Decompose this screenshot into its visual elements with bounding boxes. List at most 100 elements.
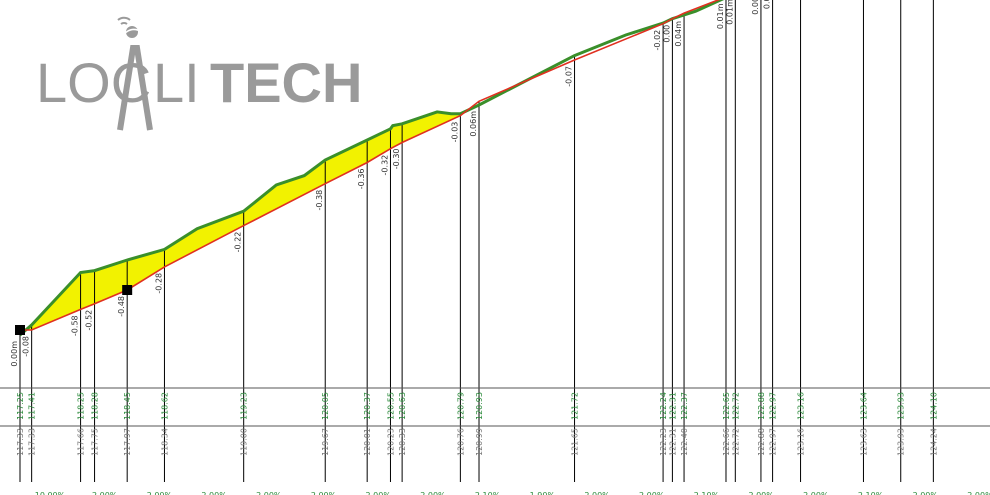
ground-elevation-label: 123.64 (859, 392, 868, 420)
design-elevation-label: 124.24 (929, 428, 938, 456)
ground-elevation-label: 122.24 (659, 392, 668, 420)
ground-elevation-label: 118.28 (91, 392, 100, 420)
satellite-icon (117, 16, 143, 38)
design-elevation-label: 117.97 (123, 428, 132, 456)
ground-elevation-label: 123.16 (797, 392, 806, 420)
slope-label: 2.00% (967, 491, 990, 495)
design-elevation-label: 121.65 (571, 428, 580, 456)
design-elevation-label: 123.16 (797, 428, 806, 456)
difference-labels: 0.00m -0.08-0.58 -0.52-0.48-0.28-0.22-0.38… (10, 0, 772, 367)
ground-elevation-label: 117.41 (28, 392, 37, 420)
design-elevation-label: 122.97 (769, 428, 778, 456)
cut-fill-area (20, 111, 461, 336)
difference-label: 0.00m (10, 341, 19, 367)
difference-label: -0.38 (315, 190, 324, 211)
design-elevation-label: 122.23 (659, 428, 668, 456)
design-elevation-label: 122.40 (680, 428, 689, 456)
localitech-logo: LOC LI TECH (36, 16, 362, 131)
slope-label: 2.00% (584, 491, 610, 495)
ground-elevation-label: 122.97 (769, 392, 778, 420)
design-elevation-label: 120.99 (475, 428, 484, 456)
ground-elevation-label: 122.37 (680, 392, 689, 420)
design-elevation-label: 122.88 (757, 428, 766, 456)
ground-elevation-label: 122.88 (757, 392, 766, 420)
slope-label: 2.00% (311, 491, 337, 495)
slope-label: 2.00% (201, 491, 227, 495)
slope-row: 10.00% 2.00% 2.00% 2.00% 2.00% 2.00% 2.00% 2.00… (35, 491, 990, 495)
slope-label: 2.10% (694, 491, 720, 495)
design-elevation-label: 123.93 (897, 428, 906, 456)
slope-label: 2.00% (420, 491, 446, 495)
station-lines (19, 0, 934, 482)
logo-text-bold: TECH (210, 51, 362, 114)
ground-elevation-label: 118.25 (77, 392, 86, 420)
slope-label: 2.00% (366, 491, 392, 495)
design-elevation-label: 118.34 (160, 428, 169, 456)
ground-elevation-label: 120.63 (398, 392, 407, 420)
design-elevation-label: 117.33 (16, 428, 25, 456)
design-elevation-label: 120.01 (363, 428, 372, 456)
slope-label: 2.00% (748, 491, 774, 495)
ground-elevation-label: 120.55 (386, 392, 395, 420)
slope-label: 2.10% (858, 491, 884, 495)
ground-elevation-label: 119.23 (240, 392, 249, 420)
slope-label: 2.10% (475, 491, 501, 495)
control-point-marker (122, 285, 133, 295)
difference-label: -0.36 (357, 169, 366, 190)
difference-label: -0.58 (71, 315, 80, 336)
difference-label: -0.03 (450, 122, 459, 143)
design-elevation-label: 123.63 (859, 428, 868, 456)
design-elevation-label: 117.33 (28, 428, 37, 456)
design-elevation-label: 122.66 (722, 428, 731, 456)
slope-label: 10.00% (35, 491, 66, 495)
difference-label: -0.07 (565, 66, 574, 87)
difference-label: 0.04m (674, 21, 683, 47)
slope-label: 2.00% (256, 491, 282, 495)
slope-label: 2.00% (639, 491, 665, 495)
slope-label: 2.00% (147, 491, 173, 495)
ground-elevation-label: 120.93 (475, 392, 484, 420)
ground-elevation-label: 121.72 (571, 392, 580, 420)
logo-compass-a (117, 45, 153, 131)
ground-elevation-label: 120.79 (456, 392, 465, 420)
ground-elevation-label: 122.72 (731, 392, 740, 420)
difference-label: -0.48 (117, 296, 126, 317)
ground-elevation-label: 123.93 (897, 392, 906, 420)
difference-label: -0.28 (154, 273, 163, 294)
slope-label: 1.90% (530, 491, 556, 495)
difference-label: 0.00m (763, 0, 772, 9)
difference-label: 0.01m (725, 0, 734, 25)
slope-label: 2.00% (803, 491, 829, 495)
difference-label: -0.08 (22, 336, 31, 357)
difference-label: 0.06m (469, 111, 478, 137)
design-elevation-label: 122.31 (668, 428, 677, 456)
difference-label: -0.02 (653, 30, 662, 51)
ground-elevation-label: 120.37 (363, 392, 372, 420)
difference-label: -0.22 (234, 232, 243, 253)
ground-elevation-label: 122.65 (722, 392, 731, 420)
difference-label: 0.01m (716, 3, 725, 29)
design-elevation-label: 122.72 (731, 428, 740, 456)
elevation-table: 117.25117.33117.41117.33118.25117.66118.… (0, 387, 990, 456)
profile-lines (19, 0, 725, 337)
control-points (15, 285, 133, 335)
design-elevation-label: 119.00 (240, 428, 249, 456)
ground-elevation-label: 118.45 (123, 392, 132, 420)
slope-label: 2.00% (92, 491, 118, 495)
ground-elevation-label: 124.10 (929, 392, 938, 420)
ground-elevation-label: 120.05 (321, 392, 330, 420)
design-elevation-label: 120.33 (398, 428, 407, 456)
ground-elevation-label: 117.25 (16, 392, 25, 420)
design-elevation-label: 120.23 (386, 428, 395, 456)
difference-label: -0.32 (380, 155, 389, 176)
control-point-marker (15, 325, 25, 335)
slope-label: 2.00% (913, 491, 939, 495)
design-elevation-label: 117.75 (91, 428, 100, 456)
difference-label: 0.00 (662, 25, 671, 43)
design-elevation-label: 117.66 (77, 428, 86, 456)
difference-label: 0.00m (751, 0, 760, 15)
design-line (20, 0, 721, 331)
ground-elevation-label: 118.62 (160, 392, 169, 420)
